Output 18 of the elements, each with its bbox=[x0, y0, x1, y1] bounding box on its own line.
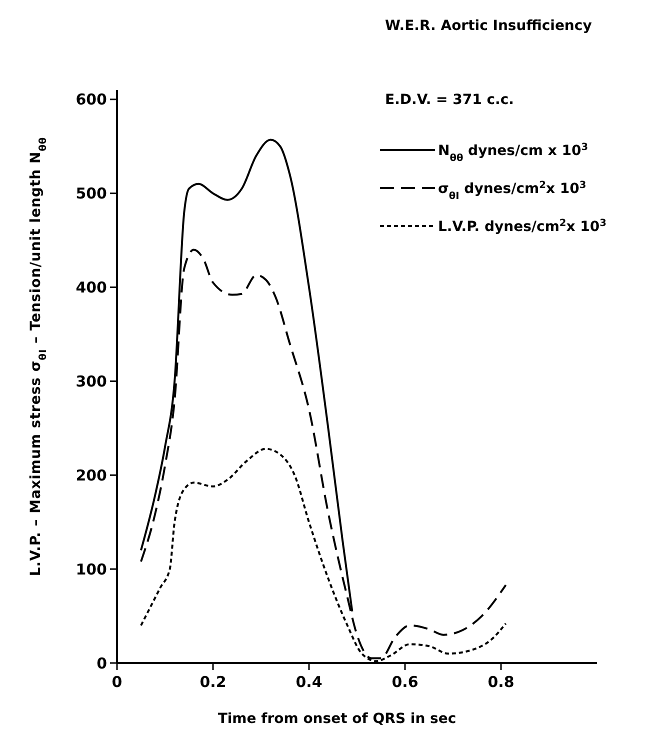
y-tick-label: 500 bbox=[76, 184, 107, 203]
y-tick-label: 600 bbox=[76, 90, 107, 109]
y-tick-label: 300 bbox=[76, 372, 107, 390]
y-tick-label: 0 bbox=[96, 654, 107, 672]
x-tick-label: 0 bbox=[112, 673, 122, 691]
chart-title: W.E.R. Aortic Insufficiency bbox=[385, 18, 592, 34]
x-tick-label: 0.6 bbox=[392, 673, 418, 691]
x-tick-label: 0.8 bbox=[488, 673, 514, 691]
annotation: E.D.V. = 371 c.c. bbox=[385, 92, 514, 108]
y-tick-label: 100 bbox=[76, 560, 107, 578]
x-tick-label: 0.2 bbox=[200, 673, 226, 691]
legend-label: N$_{θθ}$ dynes/cm x 10$^{3}$ bbox=[438, 141, 588, 164]
x-tick-label: 0.4 bbox=[296, 673, 322, 691]
y-tick-label: 400 bbox=[76, 278, 107, 297]
legend-label: σ$_{θI}$ dynes/cm$^{2}$x 10$^{3}$ bbox=[438, 179, 586, 202]
x-axis-title: Time from onset of QRS in sec bbox=[218, 711, 456, 727]
y-tick-label: 200 bbox=[76, 466, 107, 484]
legend-label: L.V.P. dynes/cm$^{2}$x 10$^{3}$ bbox=[438, 217, 607, 235]
